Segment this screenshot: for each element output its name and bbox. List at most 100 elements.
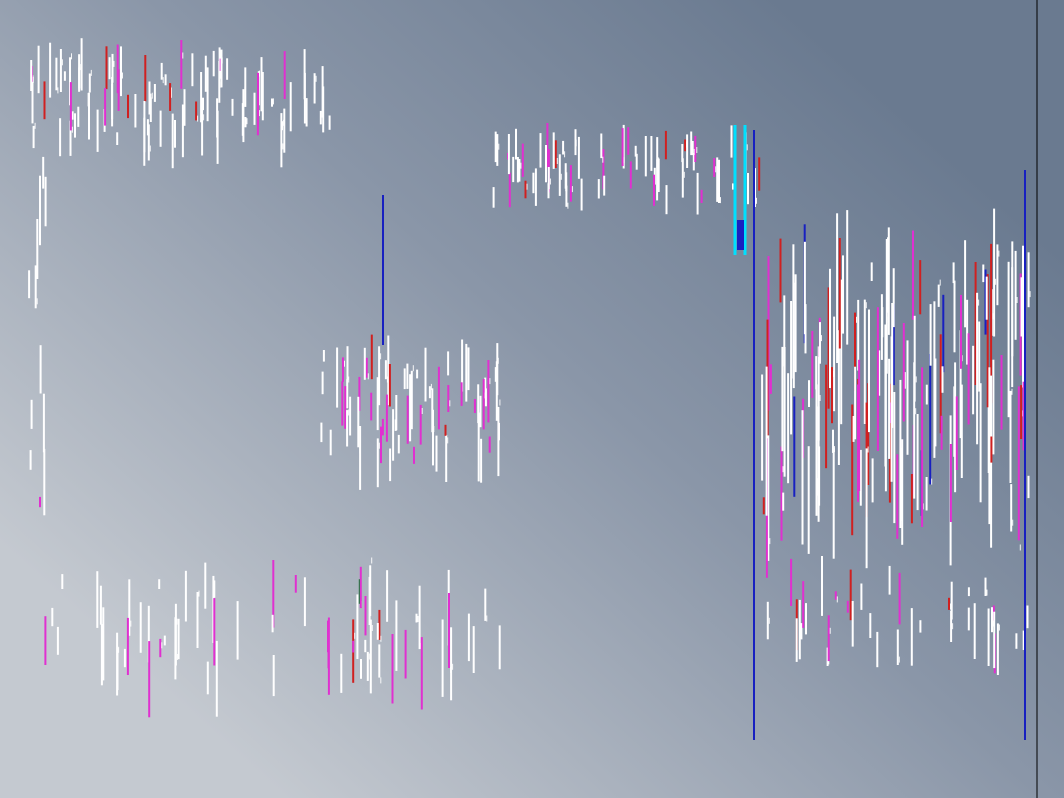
- tick: [447, 437, 448, 443]
- bar: [468, 347, 470, 390]
- bar: [420, 405, 422, 445]
- bar: [154, 84, 156, 102]
- bar: [174, 120, 176, 148]
- bar: [532, 173, 534, 194]
- bar: [665, 131, 667, 159]
- bar: [871, 262, 873, 281]
- bar: [195, 102, 197, 121]
- bar: [104, 88, 106, 125]
- tick: [380, 677, 381, 683]
- tick: [1020, 545, 1021, 551]
- bar: [960, 295, 962, 369]
- tick: [114, 61, 115, 67]
- tick: [715, 166, 716, 172]
- bar: [872, 458, 874, 502]
- bar: [697, 173, 699, 215]
- bar: [782, 493, 784, 511]
- bar: [627, 127, 629, 155]
- bar: [795, 274, 797, 372]
- tick: [348, 377, 349, 383]
- bar: [808, 380, 810, 407]
- tick: [344, 361, 345, 367]
- bar: [416, 370, 418, 379]
- bar: [395, 600, 397, 671]
- bar: [953, 262, 955, 283]
- tick: [57, 87, 58, 93]
- bar: [445, 425, 447, 436]
- bar: [330, 430, 332, 456]
- bar: [653, 175, 655, 206]
- bar: [1028, 476, 1030, 498]
- bar: [386, 395, 388, 442]
- bar: [968, 608, 970, 631]
- bar: [828, 615, 830, 661]
- bar: [974, 603, 976, 659]
- bar: [889, 566, 891, 595]
- bar: [377, 377, 379, 430]
- bar: [178, 619, 180, 659]
- tick: [694, 149, 695, 155]
- bar: [392, 409, 394, 461]
- bar: [800, 623, 802, 639]
- tick: [987, 590, 988, 596]
- bar: [473, 626, 475, 673]
- bar: [933, 301, 935, 458]
- bar: [758, 157, 760, 190]
- bar: [713, 158, 715, 177]
- tick: [564, 151, 565, 157]
- bar: [901, 448, 903, 521]
- tick: [950, 604, 951, 610]
- bar: [548, 167, 550, 189]
- bar: [406, 364, 408, 389]
- bar: [180, 40, 182, 89]
- tick: [161, 642, 162, 648]
- bar: [796, 618, 798, 662]
- tick: [888, 317, 889, 323]
- bar: [852, 601, 854, 647]
- tick: [499, 400, 500, 406]
- bar: [850, 570, 852, 621]
- bar: [818, 446, 820, 505]
- bar: [78, 54, 80, 92]
- bar: [972, 346, 974, 415]
- bar: [272, 615, 274, 633]
- bar: [100, 586, 102, 625]
- bar: [344, 386, 346, 429]
- bar: [134, 94, 136, 128]
- bar: [59, 118, 61, 156]
- bar: [89, 74, 91, 93]
- bar: [382, 419, 384, 436]
- bar: [692, 141, 694, 155]
- tick: [422, 408, 423, 414]
- bar: [44, 81, 46, 119]
- tick: [486, 616, 487, 622]
- bar: [781, 347, 783, 451]
- bar: [341, 381, 343, 425]
- bar: [314, 73, 316, 103]
- bar: [185, 571, 187, 622]
- bar: [120, 46, 122, 96]
- tick: [978, 300, 979, 306]
- bar: [112, 54, 114, 83]
- bar: [941, 416, 943, 450]
- tick: [37, 298, 38, 304]
- bar: [808, 446, 810, 554]
- bar: [207, 67, 209, 121]
- bar: [718, 160, 720, 203]
- tick: [199, 591, 200, 597]
- bar: [295, 575, 297, 593]
- tick: [866, 302, 867, 308]
- tick: [995, 279, 996, 285]
- bar: [216, 98, 218, 137]
- tick: [371, 558, 372, 564]
- bar: [497, 407, 499, 476]
- bar: [97, 110, 99, 152]
- bar: [39, 497, 41, 507]
- bar: [31, 400, 33, 429]
- bar: [518, 159, 520, 182]
- bar: [385, 360, 387, 379]
- bar: [811, 331, 813, 398]
- tick: [856, 317, 857, 323]
- tick: [931, 479, 932, 485]
- tick: [820, 395, 821, 401]
